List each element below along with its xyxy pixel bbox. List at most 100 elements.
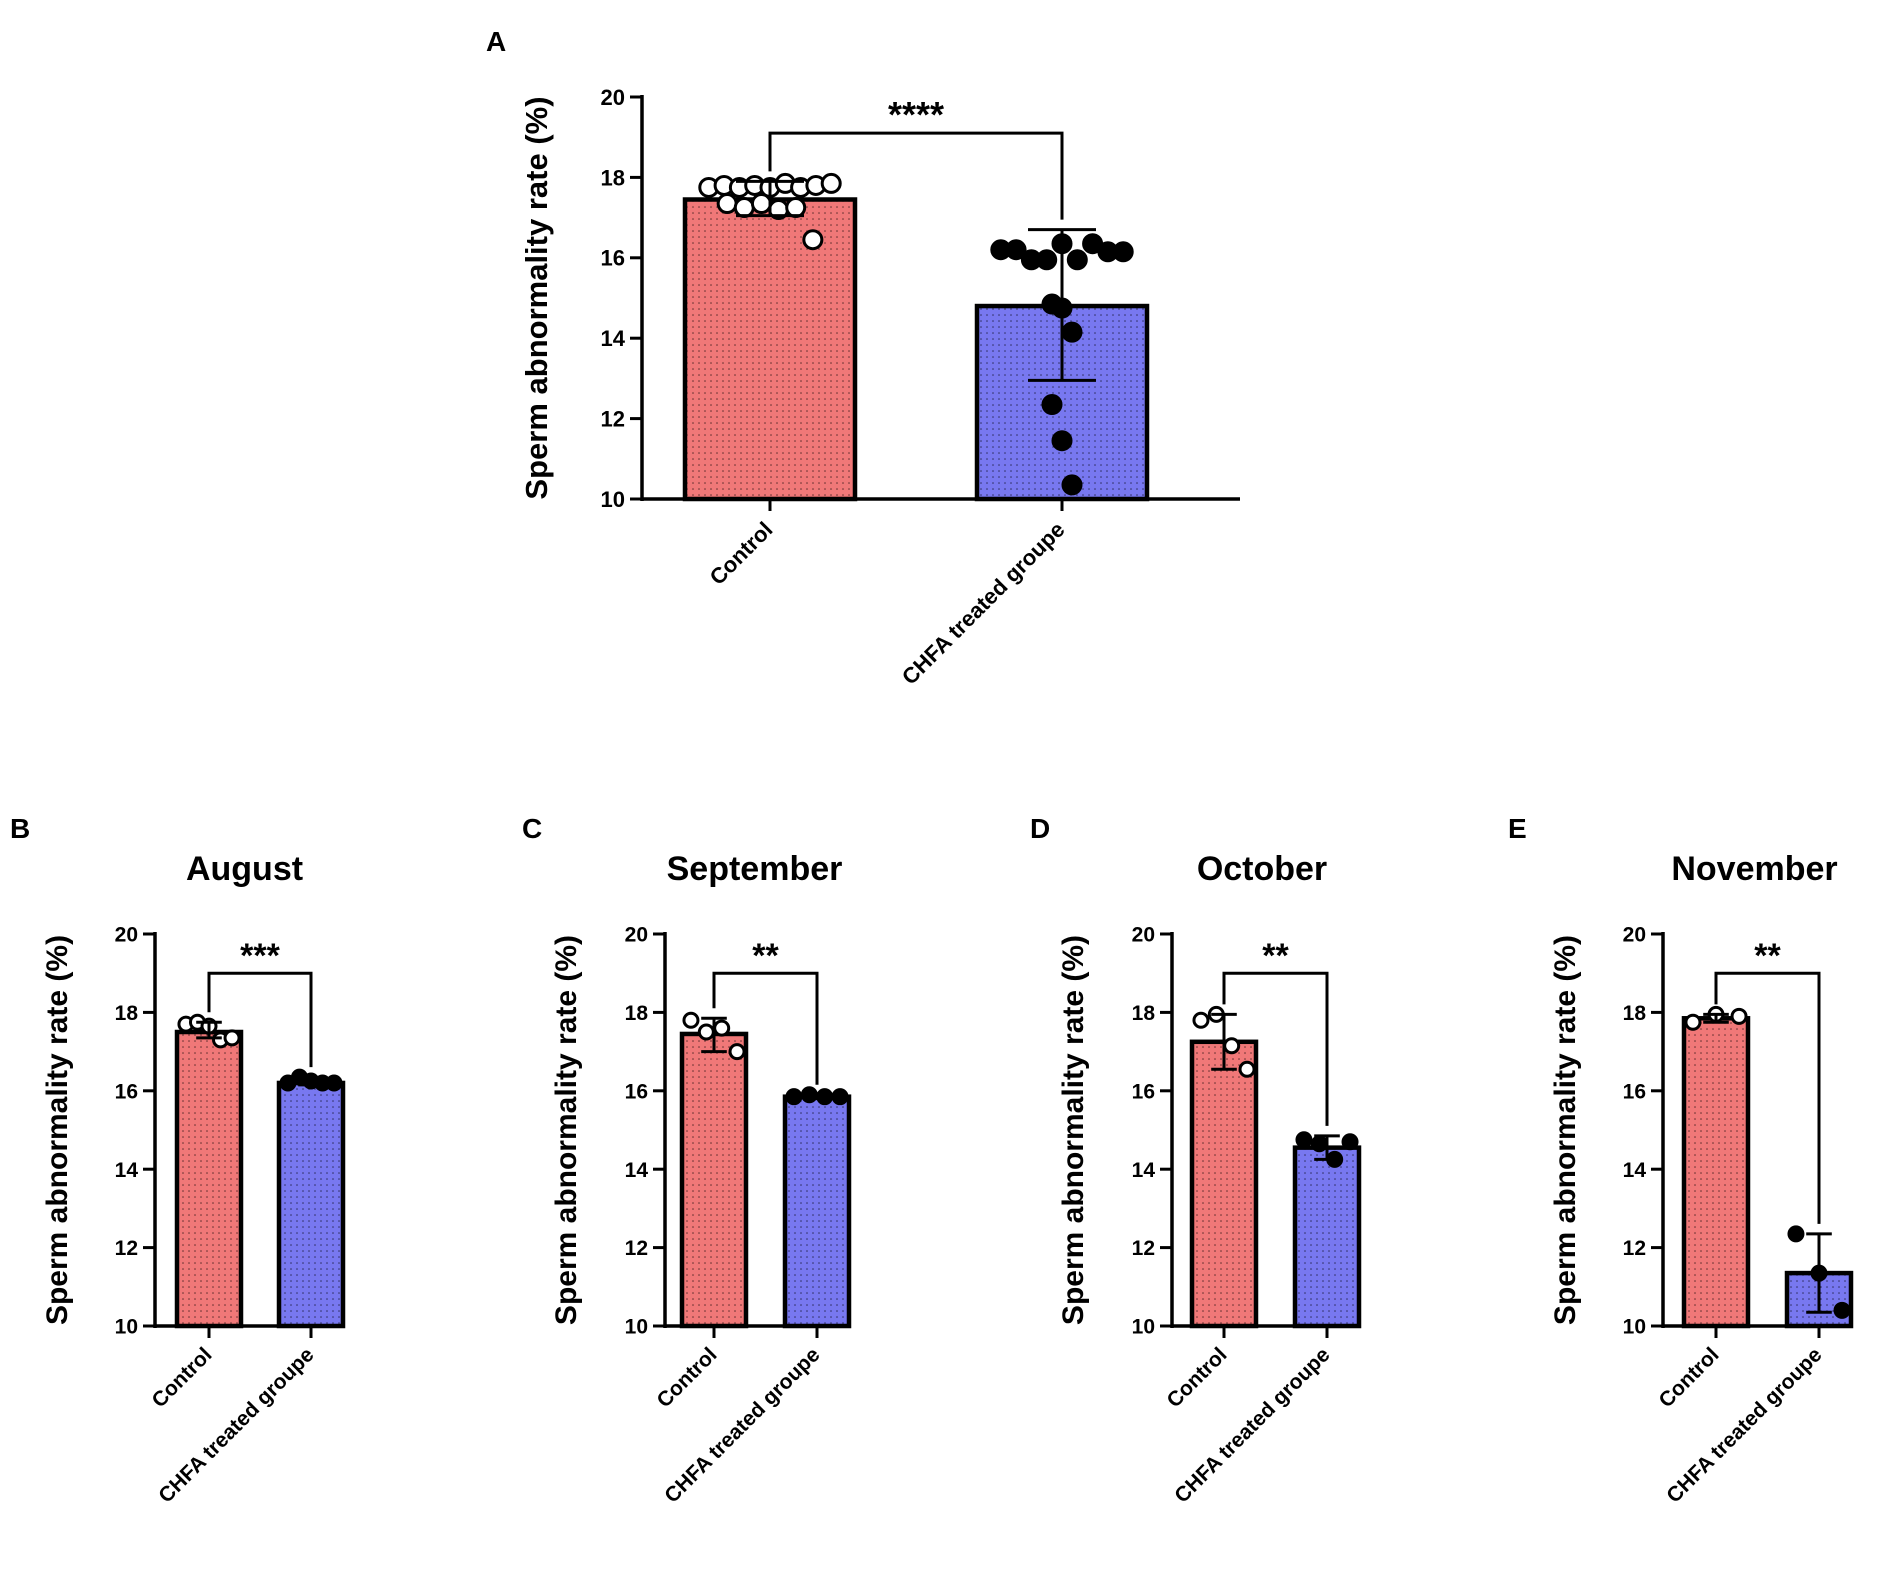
y-axis-label: Sperm abnormality rate (%) — [1057, 935, 1090, 1325]
y-tick-label: 20 — [1623, 924, 1646, 947]
data-point-control — [1192, 1011, 1210, 1029]
data-point-control — [682, 1011, 700, 1029]
significance-label: *** — [240, 937, 280, 975]
y-tick-label: 16 — [115, 1080, 138, 1103]
y-tick-label: 18 — [1623, 1002, 1647, 1025]
significance-label: **** — [888, 94, 944, 135]
y-tick-label: 20 — [601, 85, 625, 110]
data-point-control — [697, 1023, 715, 1041]
y-tick-label: 12 — [1132, 1237, 1155, 1260]
y-tick-label: 10 — [1623, 1316, 1646, 1339]
data-point-treated — [1341, 1133, 1359, 1151]
y-tick-label: 18 — [601, 165, 625, 190]
chart-title: October — [1197, 850, 1327, 888]
y-tick-label: 20 — [625, 924, 648, 947]
significance-bracket — [207, 971, 313, 1068]
significance-bracket — [1222, 971, 1329, 1126]
significance-bracket — [712, 971, 819, 1085]
panel-b: B August 10 12 14 16 18 20 Sperm abnormality rat… — [10, 813, 346, 1507]
y-tick-label: 12 — [115, 1237, 138, 1260]
bar-treated — [276, 1080, 346, 1329]
data-point-control — [728, 1043, 746, 1061]
x-category-label: CHFA treated groupe — [897, 517, 1070, 690]
bar-control — [1189, 1039, 1259, 1329]
bar-control — [682, 197, 858, 502]
data-point-control — [1223, 1037, 1241, 1055]
panel-letter: B — [10, 813, 30, 844]
bar-control — [174, 1029, 244, 1329]
data-point-control — [785, 197, 807, 219]
y-tick-label: 18 — [625, 1002, 649, 1025]
data-point-treated — [1061, 474, 1083, 496]
data-point-control — [820, 172, 842, 194]
data-point-control — [1238, 1060, 1256, 1078]
y-tick-label: 12 — [601, 407, 625, 432]
significance-bracket — [1714, 971, 1821, 1224]
significance-label: ** — [1754, 937, 1781, 975]
data-point-control — [716, 193, 738, 215]
panel-letter: E — [1508, 813, 1527, 844]
chart-title: August — [186, 850, 303, 888]
y-tick-label: 14 — [601, 326, 626, 351]
data-point-treated — [1112, 241, 1134, 263]
y-axis-label: Sperm abnormality rate (%) — [519, 96, 554, 499]
y-tick-label: 20 — [115, 924, 138, 947]
data-point-treated — [1051, 430, 1073, 452]
x-category-label: Control — [705, 517, 778, 590]
data-point-treated — [1036, 249, 1058, 271]
data-point-treated — [1833, 1301, 1851, 1319]
data-point-control — [750, 193, 772, 215]
chart-title: September — [667, 850, 843, 888]
y-tick-label: 12 — [625, 1237, 648, 1260]
y-tick-label: 20 — [1132, 924, 1155, 947]
significance-bracket — [768, 131, 1064, 220]
data-point-control — [1730, 1007, 1748, 1025]
x-category-label: Control — [147, 1343, 216, 1412]
y-tick-label: 18 — [1132, 1002, 1156, 1025]
data-point-treated — [325, 1074, 343, 1092]
data-point-treated — [1041, 394, 1063, 416]
data-point-treated — [1310, 1135, 1328, 1153]
data-point-treated — [1005, 239, 1027, 261]
x-category-label: Control — [1654, 1343, 1723, 1412]
y-tick-label: 16 — [1132, 1080, 1155, 1103]
significance-label: ** — [752, 937, 779, 975]
data-point-treated — [1061, 321, 1083, 343]
panel-letter: C — [522, 813, 542, 844]
y-tick-label: 10 — [625, 1316, 648, 1339]
y-tick-label: 14 — [115, 1159, 139, 1182]
x-category-label: Control — [1162, 1343, 1231, 1412]
chart-title: November — [1671, 850, 1837, 888]
data-point-control — [733, 197, 755, 219]
data-point-treated — [816, 1088, 834, 1106]
panel-e: E November 10 12 14 16 18 20 Sperm abnormality r… — [1508, 813, 1854, 1507]
y-tick-label: 14 — [1132, 1159, 1156, 1182]
bar-control — [1681, 1016, 1751, 1329]
data-point-control — [713, 1019, 731, 1037]
bar-control — [679, 1031, 749, 1329]
data-point-treated — [1066, 249, 1088, 271]
y-tick-label: 16 — [601, 246, 625, 271]
y-tick-label: 10 — [601, 487, 625, 512]
data-point-treated — [785, 1088, 803, 1106]
panel-letter: D — [1030, 813, 1050, 844]
y-tick-label: 16 — [625, 1080, 648, 1103]
y-tick-label: 16 — [1623, 1080, 1646, 1103]
panel-letter: A — [486, 26, 506, 57]
y-axis-label: Sperm abnormality rate (%) — [550, 935, 583, 1325]
bar-treated — [1292, 1145, 1362, 1329]
data-point-treated — [831, 1088, 849, 1106]
y-axis-label: Sperm abnormality rate (%) — [1549, 935, 1582, 1325]
data-point-control — [223, 1029, 241, 1047]
panel-d: D October 10 12 14 16 18 20 Sperm abnormality ra… — [1030, 813, 1362, 1507]
panel-a: A 10 12 14 16 18 20 Sperm abnormality rate (%) C… — [486, 26, 1240, 690]
y-tick-label: 10 — [1132, 1316, 1155, 1339]
y-tick-label: 14 — [625, 1159, 649, 1182]
significance-label: ** — [1262, 937, 1289, 975]
y-tick-label: 10 — [115, 1316, 138, 1339]
data-point-treated — [1295, 1131, 1313, 1149]
y-tick-label: 14 — [1623, 1159, 1647, 1182]
bar-treated — [782, 1094, 852, 1329]
y-axis-label: Sperm abnormality rate (%) — [41, 935, 74, 1325]
